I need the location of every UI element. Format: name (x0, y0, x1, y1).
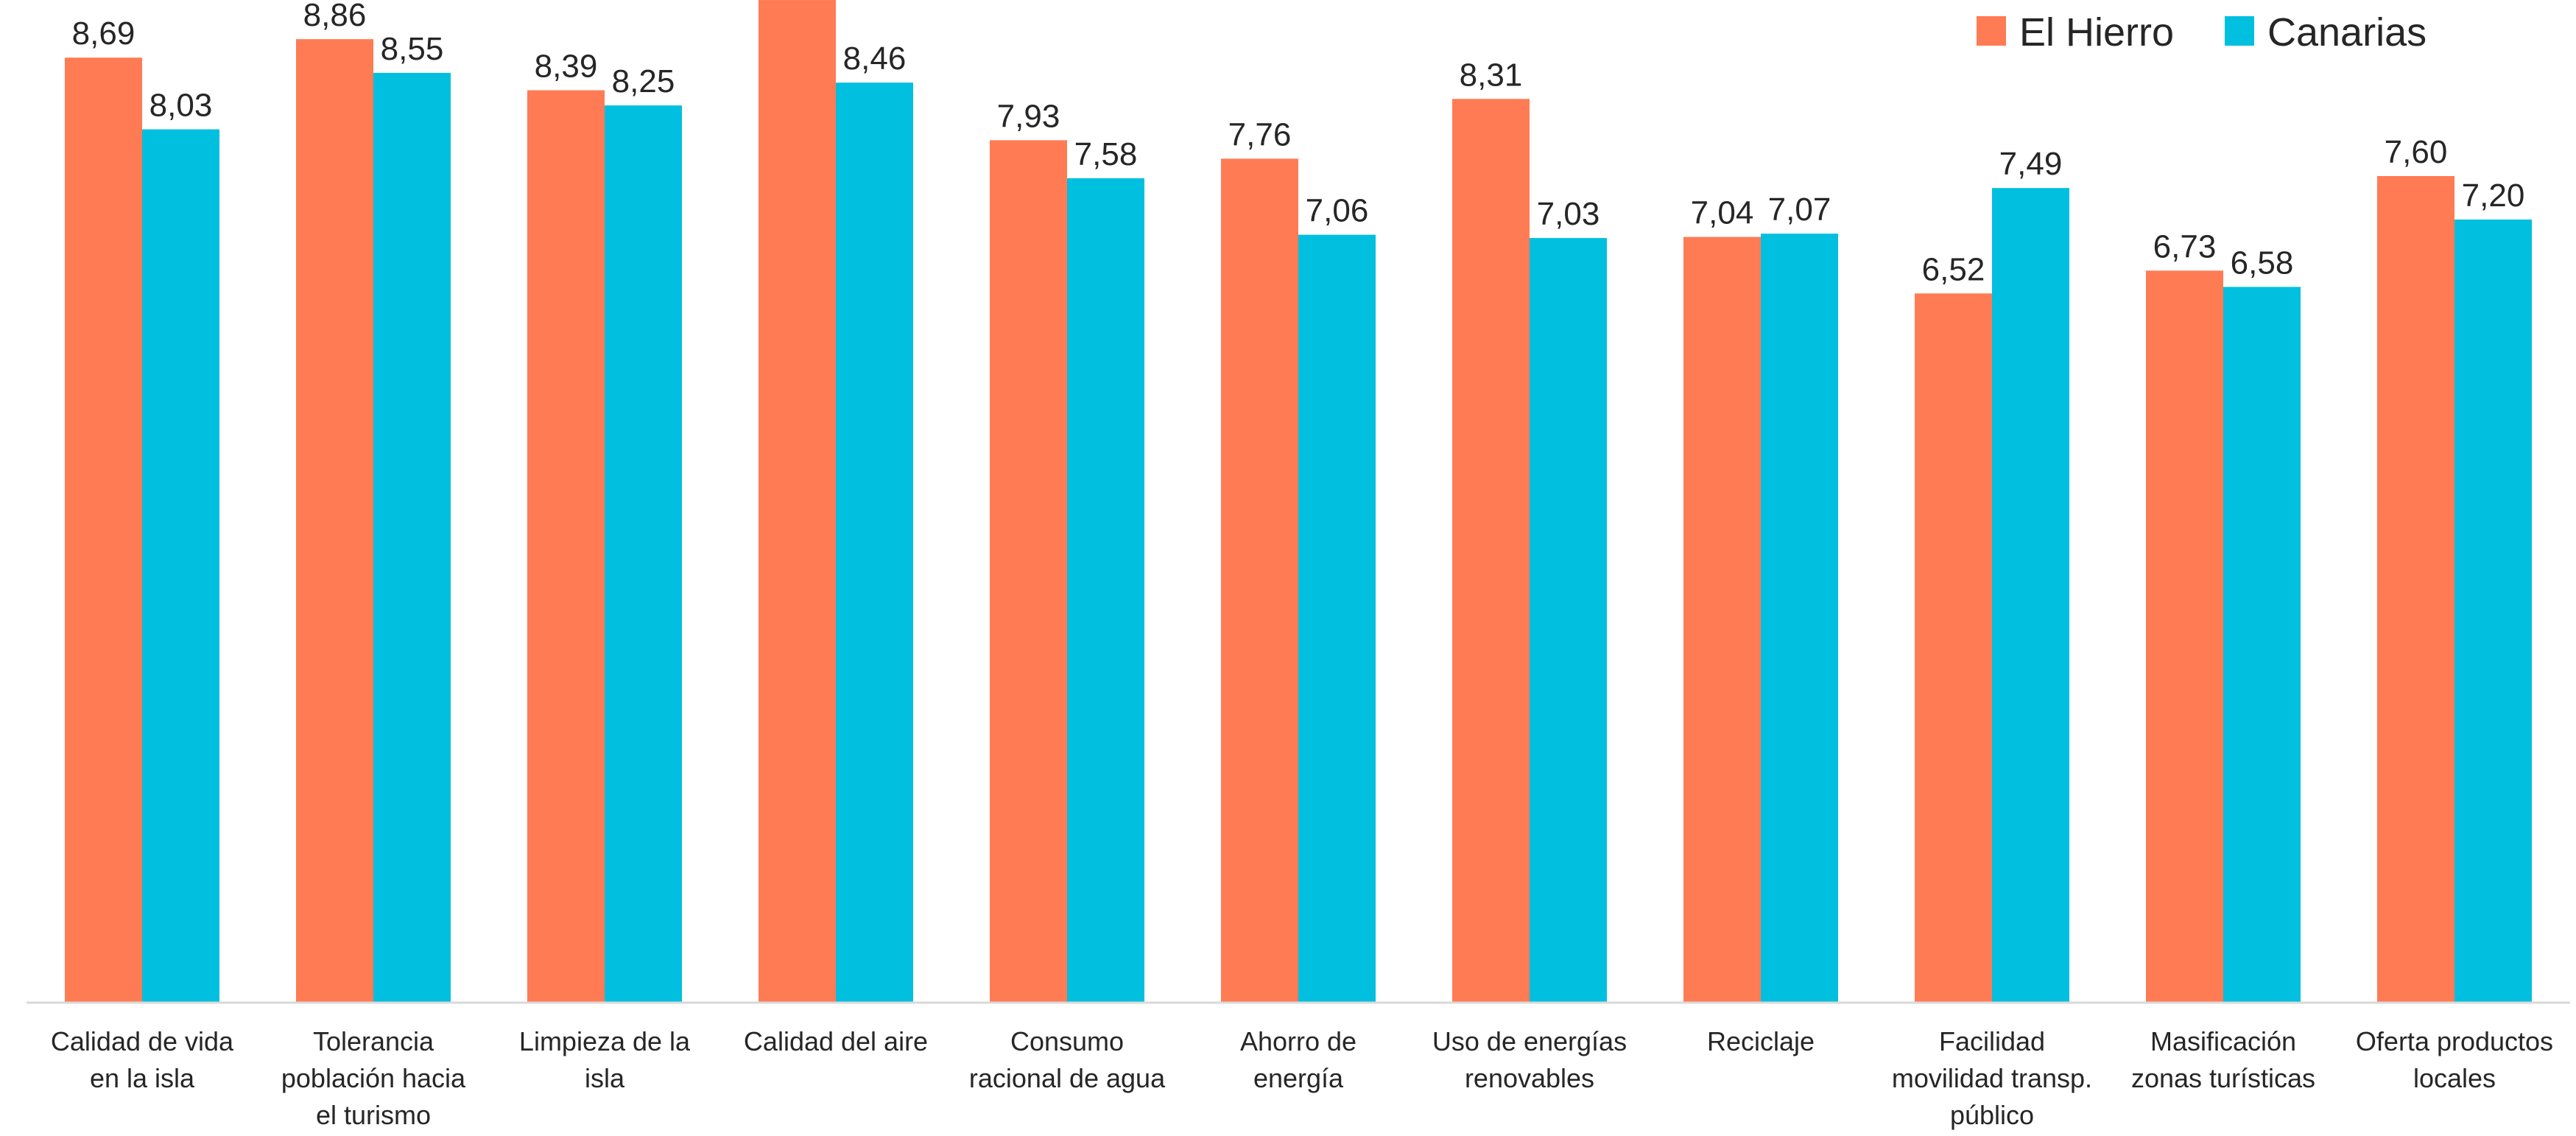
bar-canarias-8 (1992, 188, 2069, 1003)
legend-label-canarias: Canarias (2267, 10, 2427, 55)
bar-canarias-4 (1067, 178, 1144, 1003)
category-label-4-line-1: racional de agua (969, 1063, 1166, 1093)
data-label-el-hierro-5: 7,76 (1228, 116, 1292, 152)
legend: El Hierro Canarias (1977, 10, 2427, 55)
bar-canarias-7 (1761, 234, 1838, 1002)
bars-layer (65, 0, 2532, 1003)
category-label-10-line-1: locales (2413, 1063, 2496, 1093)
data-label-canarias-6: 7,03 (1537, 196, 1600, 232)
data-label-canarias-9: 6,58 (2231, 245, 2294, 281)
data-label-canarias-0: 8,03 (149, 88, 213, 124)
bar-canarias-9 (2223, 287, 2301, 1002)
category-label-1-line-2: el turismo (316, 1100, 431, 1130)
bar-canarias-10 (2454, 220, 2532, 1002)
legend-label-el-hierro: El Hierro (2019, 10, 2174, 55)
bar-el-hierro-3 (759, 0, 836, 1002)
category-label-0-line-0: Calidad de vida (51, 1026, 234, 1056)
data-label-el-hierro-8: 6,52 (1922, 251, 1985, 287)
bar-el-hierro-6 (1452, 99, 1530, 1002)
category-labels-layer: Calidad de vida en la isla Tolerancia pobla… (51, 1026, 2553, 1130)
category-label-5-line-1: energía (1253, 1063, 1344, 1093)
data-label-canarias-7: 7,07 (1768, 192, 1831, 228)
bar-canarias-1 (373, 72, 451, 1002)
bar-el-hierro-5 (1221, 158, 1298, 1002)
data-label-el-hierro-10: 7,60 (2385, 134, 2448, 170)
bar-canarias-2 (605, 105, 682, 1002)
category-label-8-line-2: público (1950, 1100, 2034, 1130)
data-label-canarias-2: 8,25 (612, 63, 675, 99)
bar-el-hierro-0 (65, 57, 142, 1003)
data-label-canarias-5: 7,06 (1306, 193, 1369, 229)
category-label-1-line-1: población hacia (281, 1063, 466, 1093)
bar-el-hierro-1 (296, 39, 373, 1002)
category-label-1-line-0: Tolerancia (313, 1026, 434, 1056)
category-label-2-line-0: Limpieza de la (519, 1026, 691, 1056)
category-label-4-line-0: Consumo (1010, 1026, 1124, 1056)
data-label-el-hierro-4: 7,93 (997, 98, 1060, 134)
bar-canarias-3 (836, 83, 913, 1002)
data-label-el-hierro-9: 6,73 (2153, 228, 2217, 264)
category-label-8-line-0: Facilidad (1939, 1026, 2045, 1056)
category-label-6-line-1: renovables (1465, 1063, 1594, 1093)
bar-el-hierro-7 (1683, 236, 1761, 1003)
data-label-canarias-10: 7,20 (2462, 178, 2525, 214)
data-label-el-hierro-6: 8,31 (1460, 57, 1523, 93)
bar-canarias-6 (1530, 238, 1607, 1003)
data-label-canarias-3: 8,46 (843, 41, 907, 77)
bar-el-hierro-10 (2377, 176, 2454, 1002)
data-label-canarias-4: 7,58 (1074, 136, 1138, 172)
category-label-9-line-1: zonas turísticas (2131, 1063, 2315, 1093)
bar-el-hierro-9 (2146, 270, 2223, 1002)
data-label-el-hierro-2: 8,39 (535, 48, 598, 84)
data-labels-layer: 8,698,038,868,558,398,259,228,467,937,58… (72, 0, 2525, 287)
category-label-9-line-0: Masificación (2150, 1026, 2296, 1056)
category-label-7-line-0: Reciclaje (1707, 1026, 1815, 1056)
data-label-canarias-8: 7,49 (1999, 146, 2063, 182)
bar-canarias-0 (142, 129, 219, 1003)
category-label-0-line-1: en la isla (90, 1063, 195, 1093)
legend-swatch-canarias (2225, 16, 2254, 46)
bar-el-hierro-4 (990, 140, 1067, 1003)
data-label-el-hierro-0: 8,69 (72, 15, 136, 52)
category-label-3-line-0: Calidad del aire (744, 1026, 928, 1056)
data-label-el-hierro-7: 7,04 (1691, 195, 1754, 231)
category-label-6-line-0: Uso de energías (1432, 1026, 1627, 1056)
category-label-2-line-1: isla (585, 1063, 625, 1093)
data-label-el-hierro-1: 8,86 (303, 0, 367, 33)
bar-canarias-5 (1298, 234, 1376, 1002)
category-label-10-line-0: Oferta productos (2356, 1026, 2553, 1056)
legend-swatch-el-hierro (1977, 16, 2006, 46)
data-label-canarias-1: 8,55 (381, 31, 444, 67)
category-label-8-line-1: movilidad transp. (1892, 1063, 2092, 1093)
category-label-5-line-0: Ahorro de (1240, 1026, 1356, 1056)
bar-el-hierro-8 (1915, 293, 1992, 1002)
bar-el-hierro-2 (527, 90, 605, 1003)
